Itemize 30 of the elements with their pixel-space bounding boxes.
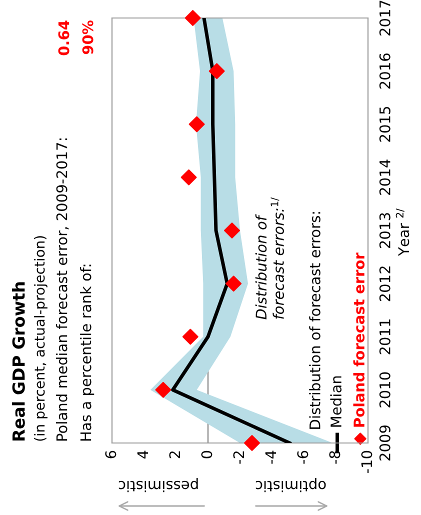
y-tick-label: 2015 [379, 106, 390, 142]
text: Has a percentile rank of: [80, 264, 94, 441]
text: 0.64 [58, 20, 70, 56]
text: Median [330, 376, 342, 427]
x-tick-label: 2 [169, 451, 180, 458]
x-tick-label: 6 [105, 450, 116, 458]
text: 90% [82, 20, 94, 54]
text: pessimistic [118, 478, 198, 492]
y-tick-label: 2013 [379, 213, 390, 248]
text: (in percent, actual-projection) [34, 236, 48, 441]
y-tick-label: 2014 [379, 160, 390, 195]
y-tick-label: 2009 [379, 425, 390, 460]
x-tick-label: -10 [361, 450, 372, 474]
text: Poland forecast error [353, 252, 365, 427]
y-tick-label: 2016 [379, 53, 390, 89]
legend-title: Distribution of forecast errors: [309, 212, 320, 429]
y-tick-label: 2012 [379, 266, 390, 302]
y-tick-label: 2010 [379, 372, 390, 408]
text: Poland median forecast error, 2009-2017: [56, 138, 69, 441]
y-axis-title: Year $^{2/}$ [396, 208, 410, 256]
y-tick-label: 2017 [379, 0, 390, 36]
text: optimistic [256, 478, 326, 492]
text: Real GDP Growth [12, 282, 25, 440]
y-tick-label: 2011 [379, 320, 390, 354]
x-tick-label: 0 [201, 450, 212, 458]
x-tick-label: -4 [265, 450, 276, 464]
x-tick-label: -2 [233, 451, 244, 464]
x-tick-label: 4 [137, 450, 148, 459]
annotation: Distribution of forecast errors:$^{1/}$ [255, 197, 284, 320]
x-tick-label: -6 [297, 450, 308, 464]
